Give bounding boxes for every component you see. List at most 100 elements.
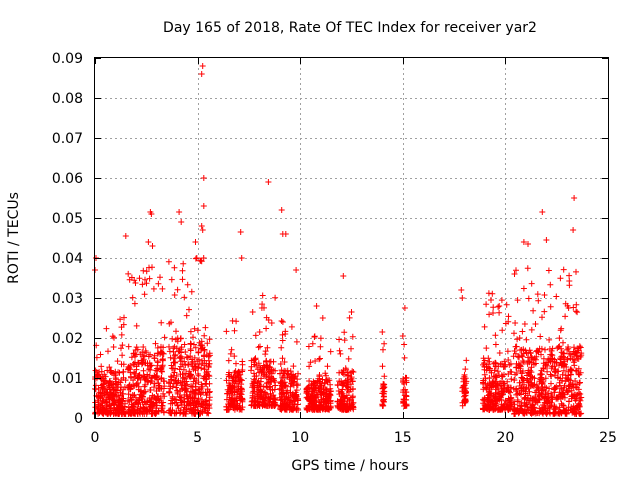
data-point: [335, 388, 342, 394]
data-point: [505, 371, 512, 377]
data-point: [576, 390, 582, 397]
data-point: [548, 380, 554, 387]
data-point: [575, 345, 582, 352]
data-point: [277, 370, 283, 377]
data-point: [518, 391, 524, 398]
data-point: [203, 351, 210, 358]
data-point: [553, 404, 559, 411]
data-point: [548, 373, 555, 380]
data-point: [231, 369, 238, 376]
data-point: [576, 410, 582, 417]
data-point: [399, 333, 406, 339]
data-point: [173, 384, 180, 391]
data-point: [161, 334, 168, 341]
data-point: [131, 350, 138, 357]
data-point: [380, 399, 387, 405]
data-point: [560, 339, 566, 346]
data-point: [295, 397, 302, 404]
data-point: [400, 379, 407, 386]
data-point: [525, 241, 531, 247]
data-point: [119, 342, 126, 349]
data-point: [184, 395, 191, 402]
data-point: [188, 356, 195, 363]
data-point: [506, 397, 513, 404]
data-point: [499, 327, 506, 334]
data-point: [295, 370, 301, 377]
data-point: [501, 382, 508, 389]
data-point: [488, 297, 494, 303]
data-point: [561, 391, 567, 398]
data-point: [461, 393, 467, 400]
data-point: [578, 350, 585, 357]
y-axis-label: ROTI / TECUs: [6, 192, 22, 284]
data-point: [311, 333, 318, 340]
data-point: [159, 403, 166, 409]
data-point: [483, 385, 490, 392]
data-point: [199, 409, 206, 416]
data-point: [542, 346, 548, 353]
data-point: [347, 375, 354, 382]
data-point: [573, 301, 580, 308]
data-point: [263, 371, 270, 378]
data-point: [206, 388, 213, 395]
data-point: [265, 368, 272, 374]
data-point: [191, 325, 198, 332]
data-point: [492, 341, 499, 348]
data-point: [119, 352, 126, 359]
data-point: [103, 325, 110, 332]
data-point: [576, 379, 583, 386]
data-point: [198, 381, 205, 388]
data-point: [558, 349, 565, 356]
data-point: [173, 328, 179, 335]
data-point: [523, 336, 530, 343]
data-point: [342, 365, 349, 372]
data-point: [261, 304, 267, 311]
data-point: [496, 303, 503, 309]
data-point: [516, 335, 523, 341]
data-point: [337, 350, 344, 357]
data-point: [128, 374, 134, 381]
data-point: [187, 347, 194, 354]
data-point: [511, 330, 517, 337]
data-point: [197, 257, 204, 264]
data-point: [194, 398, 201, 404]
data-point: [266, 368, 273, 375]
data-point: [570, 304, 577, 311]
data-point: [528, 280, 535, 287]
data-point: [554, 395, 561, 402]
data-point: [512, 320, 519, 326]
data-point: [485, 394, 491, 401]
data-point: [251, 393, 258, 400]
data-point: [567, 377, 574, 384]
data-point: [157, 274, 163, 281]
data-point: [312, 401, 319, 408]
data-point: [112, 398, 119, 405]
data-point: [306, 363, 313, 370]
data-point: [539, 314, 545, 321]
data-point: [201, 347, 208, 354]
data-point: [525, 370, 532, 377]
data-point: [263, 314, 270, 321]
data-point: [171, 396, 178, 403]
data-point: [503, 301, 510, 308]
data-point: [568, 367, 575, 374]
data-point: [481, 371, 488, 378]
data-point: [535, 395, 542, 402]
data-point: [256, 329, 263, 335]
data-point: [118, 345, 124, 352]
data-point: [181, 374, 188, 381]
data-point: [106, 364, 113, 371]
data-point: [306, 398, 313, 405]
data-point: [324, 363, 331, 370]
data-point: [319, 315, 326, 321]
data-point: [206, 336, 213, 343]
data-point: [269, 375, 276, 382]
data-point: [547, 303, 554, 310]
data-point: [115, 401, 121, 408]
data-point: [147, 387, 154, 393]
data-point: [142, 276, 148, 283]
data-point: [278, 207, 285, 213]
data-point: [523, 384, 530, 391]
data-point: [139, 281, 146, 288]
data-point: [98, 363, 105, 370]
